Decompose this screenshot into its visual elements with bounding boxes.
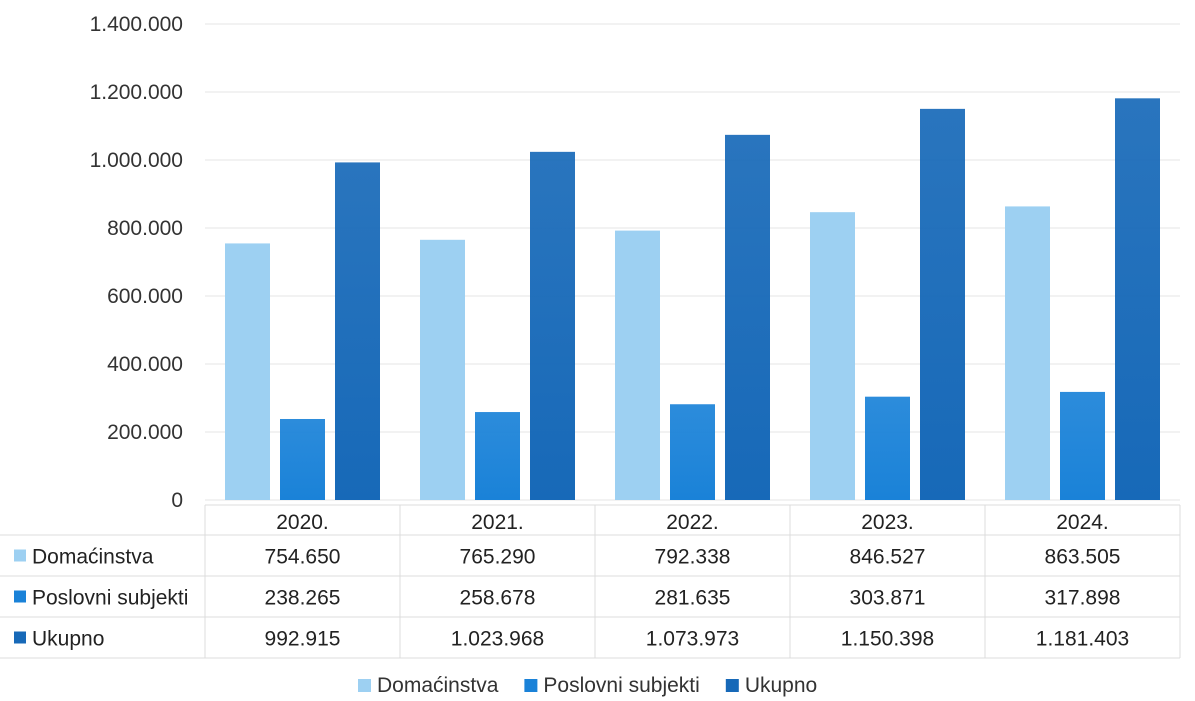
x-tick-label: 2024. [1056,511,1109,534]
bar-ukupno-2020 [335,162,380,500]
legend: Domaćinstva Poslovni subjekti Ukupno [358,674,817,697]
bar-ukupno-2024 [1115,98,1160,500]
data-table: 2020. 2021. 2022. 2023. 2024. Domaćinstva 754.… [0,504,1181,659]
y-tick-label: 1.200.000 [90,81,183,104]
table-legend-swatch [14,549,26,562]
data-label: 1.073.973 [646,628,739,651]
data-label: 863.505 [1045,546,1121,569]
bar-ukupno-2023 [920,108,965,500]
table-row-label: Ukupno [32,628,104,651]
bar-poslovni-subjekti-2022 [670,404,715,500]
legend-label: Poslovni subjekti [543,674,699,697]
y-tick-label: 600.000 [107,285,183,308]
data-label: 258.678 [460,587,536,610]
bar-poslovni-subjekti-2020 [280,418,325,500]
data-label: 754.650 [265,546,341,569]
y-axis-ticks: 0 200.000 400.000 600.000 800.000 1.000.000 1.… [90,13,183,512]
data-label: 281.635 [655,587,731,610]
table-legend-swatch [14,590,26,603]
y-tick-label: 800.000 [107,217,183,240]
y-tick-label: 1.400.000 [90,13,183,36]
bar-ukupno-2022 [725,134,770,500]
table-row-label: Domaćinstva [32,546,154,569]
bar-doma-instva-2021 [420,239,465,501]
data-label: 1.023.968 [451,628,544,651]
x-tick-label: 2023. [861,511,914,534]
y-tick-label: 1.000.000 [90,149,183,172]
x-tick-label: 2020. [276,511,329,534]
bar-doma-instva-2024 [1005,206,1050,500]
bar-poslovni-subjekti-2021 [475,412,520,500]
bar-ukupno-2021 [530,151,575,500]
legend-swatch [524,679,538,692]
data-label: 1.150.398 [841,628,934,651]
x-tick-label: 2022. [666,511,719,534]
y-tick-label: 200.000 [107,421,183,444]
bar-doma-instva-2020 [225,243,270,500]
bars [225,98,1160,501]
data-label: 992.915 [265,628,341,651]
table-legend-swatch [14,631,26,644]
data-label: 317.898 [1045,587,1121,610]
legend-swatch [358,679,371,692]
bar-doma-instva-2023 [810,212,855,500]
legend-label: Domaćinstva [377,674,499,697]
bar-poslovni-subjekti-2023 [865,396,910,500]
y-tick-label: 400.000 [107,353,183,376]
legend-label: Ukupno [745,674,817,697]
data-label: 1.181.403 [1036,628,1129,651]
legend-swatch [725,679,739,692]
data-label: 765.290 [460,546,536,569]
data-label: 846.527 [850,546,926,569]
bar-poslovni-subjekti-2024 [1060,391,1105,500]
y-tick-label: 0 [171,489,183,512]
data-label: 792.338 [655,546,731,569]
data-label: 303.871 [850,587,926,610]
x-tick-label: 2021. [471,511,524,534]
table-row-label: Poslovni subjekti [32,587,188,610]
bar-doma-instva-2022 [615,230,660,500]
data-label: 238.265 [265,587,341,610]
